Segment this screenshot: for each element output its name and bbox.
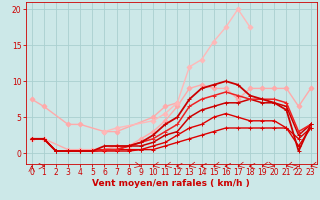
X-axis label: Vent moyen/en rafales ( km/h ): Vent moyen/en rafales ( km/h ) [92, 179, 250, 188]
